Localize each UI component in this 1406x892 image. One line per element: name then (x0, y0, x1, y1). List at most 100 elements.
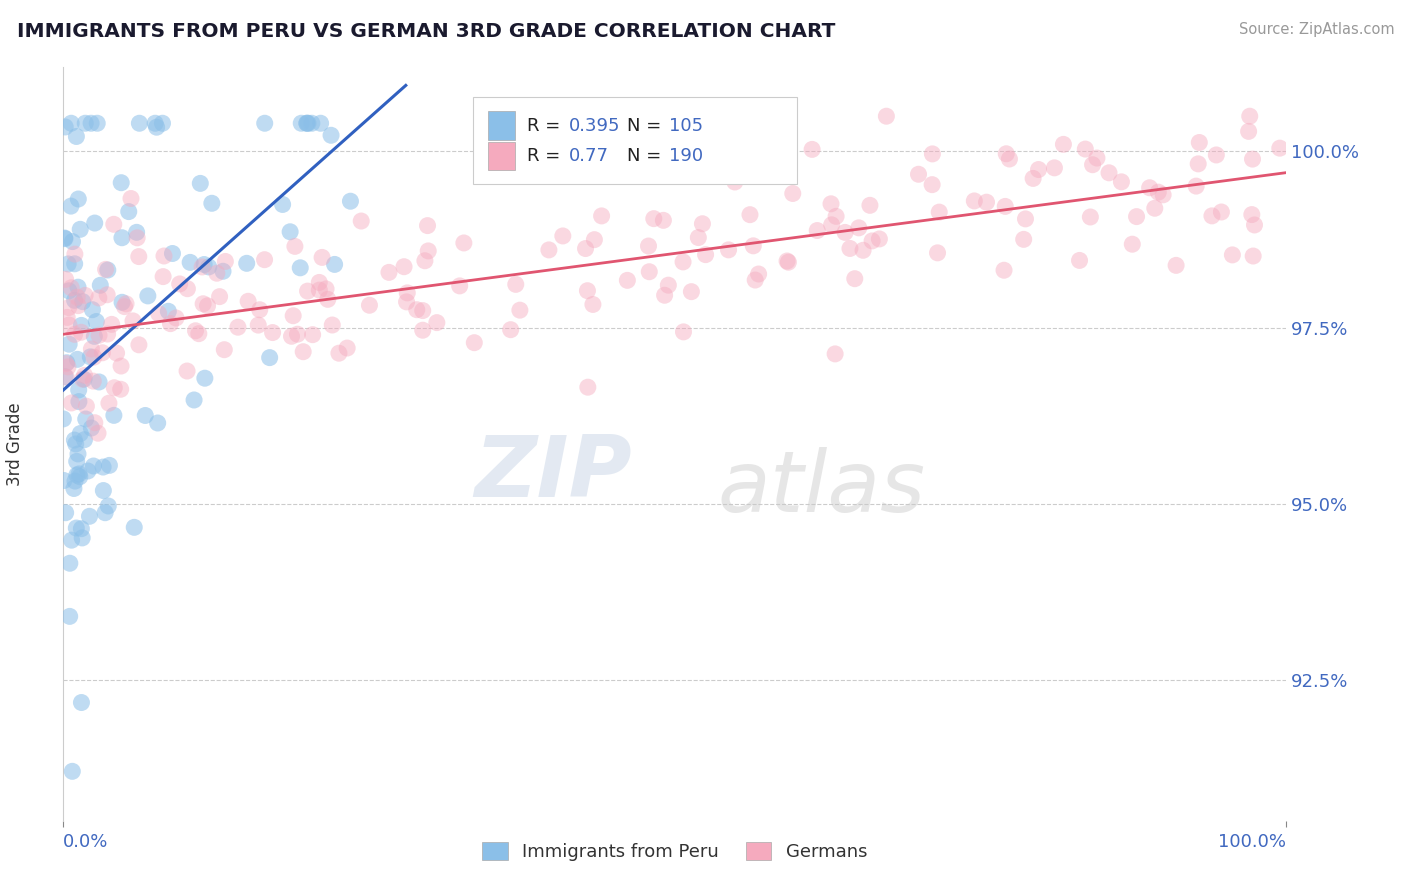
Point (56, 257, 79, 271)
Point (86, 314, 108, 328)
Text: 3rd Grade: 3rd Grade (6, 402, 24, 485)
Legend: Immigrants from Peru, Germans: Immigrants from Peru, Germans (475, 834, 875, 868)
Point (75, 399, 97, 413)
Point (153, 249, 176, 263)
Point (692, 217, 714, 231)
Point (994, 199, 1017, 213)
Point (187, 326, 209, 341)
Point (59, 199, 82, 213)
Point (738, 208, 761, 222)
Point (115, 297, 138, 311)
Point (94, 262, 117, 277)
Point (110, 359, 132, 373)
Point (1085, 151, 1108, 165)
Point (69, 469, 91, 483)
Point (66, 468, 89, 483)
Point (1121, 237, 1143, 252)
Point (976, 195, 998, 210)
Point (253, 252, 276, 267)
Point (75, 412, 97, 426)
Point (65, 437, 87, 451)
Point (87, 291, 110, 305)
Point (83, 458, 105, 473)
Point (323, 257, 346, 271)
Point (60, 764, 83, 779)
Point (1241, 152, 1264, 166)
Point (83, 416, 105, 430)
Point (311, 251, 333, 265)
Point (1241, 249, 1264, 263)
Point (197, 260, 219, 274)
Point (717, 243, 740, 257)
Point (86, 116, 108, 130)
Point (1240, 208, 1263, 222)
Text: R =: R = (527, 117, 565, 135)
Text: 190: 190 (669, 147, 703, 165)
Point (859, 198, 882, 212)
Point (875, 109, 897, 123)
Point (637, 239, 659, 253)
Point (97, 499, 120, 513)
Point (73, 433, 96, 447)
Point (162, 246, 184, 260)
Point (63, 433, 86, 447)
Point (66, 290, 89, 304)
Point (63, 474, 86, 488)
Point (297, 284, 319, 298)
Point (70, 531, 93, 545)
Point (278, 225, 301, 239)
Point (1012, 232, 1035, 246)
Point (1152, 187, 1174, 202)
Point (616, 273, 638, 287)
Point (100, 318, 122, 332)
Point (110, 382, 132, 396)
Point (672, 325, 695, 339)
Point (67, 299, 90, 313)
Point (1237, 124, 1260, 138)
Point (53, 120, 76, 134)
Point (60, 281, 83, 295)
Text: 0.0%: 0.0% (63, 833, 108, 851)
Point (159, 317, 181, 331)
Point (184, 324, 207, 338)
Point (336, 341, 359, 355)
Point (91, 460, 114, 475)
Point (98, 458, 121, 473)
Point (744, 273, 766, 287)
Point (205, 266, 228, 280)
Point (995, 146, 1018, 161)
Point (201, 196, 224, 211)
Point (55, 357, 77, 371)
Point (776, 254, 799, 268)
Point (290, 260, 312, 275)
Point (73, 372, 96, 386)
Point (574, 242, 596, 256)
Point (993, 263, 1015, 277)
Point (259, 351, 281, 365)
Point (591, 209, 613, 223)
Point (93, 483, 115, 498)
Point (188, 177, 211, 191)
Point (672, 255, 695, 269)
Point (742, 239, 765, 253)
Point (59, 556, 82, 570)
Point (103, 409, 125, 423)
Point (82, 302, 104, 317)
Text: 0.77: 0.77 (568, 147, 609, 165)
Point (72, 372, 94, 386)
Point (820, 196, 842, 211)
Point (284, 239, 307, 253)
Bar (472, 97, 797, 184)
Point (191, 260, 214, 274)
Point (834, 226, 856, 240)
Point (128, 250, 150, 264)
Point (83, 350, 105, 364)
Bar (488, 112, 515, 140)
Point (844, 271, 866, 285)
Text: 105: 105 (669, 117, 703, 135)
Text: N =: N = (627, 117, 668, 135)
Point (127, 231, 149, 245)
Point (148, 307, 170, 321)
Point (103, 217, 125, 231)
Point (58, 318, 80, 332)
